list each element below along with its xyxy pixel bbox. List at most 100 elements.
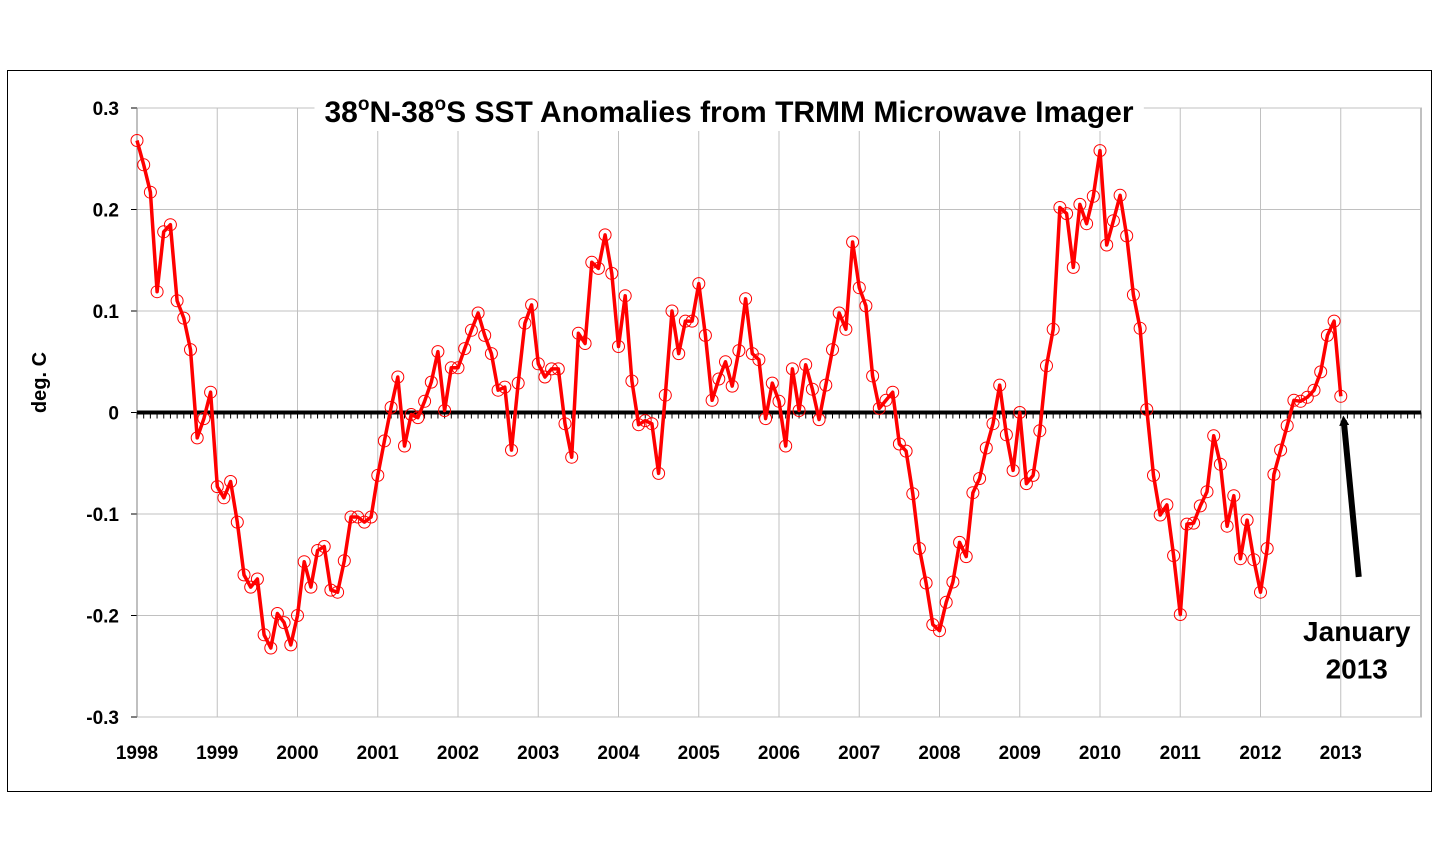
y-axis-label: deg. C (29, 352, 51, 413)
data-point (939, 595, 953, 609)
data-point (143, 185, 157, 199)
data-point (163, 218, 177, 232)
data-point (1040, 359, 1053, 373)
data-point (344, 510, 358, 524)
data-point (1314, 365, 1328, 379)
data-point (1026, 468, 1040, 482)
data-point (525, 298, 539, 312)
data-point (210, 480, 224, 494)
x-tick-label: 2012 (1239, 743, 1281, 764)
data-point (705, 393, 719, 407)
data-point (1006, 463, 1020, 477)
data-point (150, 285, 164, 299)
data-point (1287, 393, 1301, 407)
data-point (184, 343, 197, 357)
data-point (331, 585, 345, 599)
data-point (1260, 542, 1274, 555)
x-tick-label: 2003 (517, 743, 559, 764)
data-point (230, 515, 244, 529)
x-tick-label: 2000 (276, 743, 318, 764)
x-tick-label: 2005 (678, 743, 721, 764)
data-point (986, 417, 1000, 431)
data-point (571, 326, 585, 340)
data-point (1120, 229, 1134, 243)
data-point (424, 375, 438, 389)
annotation-label-line-2: 2013 (1326, 653, 1388, 684)
x-tick-label: 2008 (918, 743, 960, 764)
x-tick-label: 2002 (437, 743, 479, 764)
data-point (725, 379, 739, 393)
data-point (1247, 553, 1261, 567)
data-point (551, 362, 565, 376)
data-point (1254, 585, 1267, 599)
data-point (1233, 552, 1247, 566)
data-point (1307, 383, 1321, 397)
data-point (1193, 499, 1207, 513)
data-point (605, 266, 619, 280)
data-point (672, 347, 686, 361)
data-point (993, 378, 1007, 392)
sst-anomaly-chart: 0.3 0.2 0.1 0 -0.1 -0.2 -0.3 1998 1999 2000 2001 20… (29, 92, 1422, 764)
data-point (364, 510, 378, 524)
data-point (1140, 403, 1154, 416)
data-point (377, 434, 391, 448)
data-point (244, 580, 258, 594)
data-point (685, 314, 699, 328)
data-point (852, 281, 866, 295)
y-tick-label: 0.2 (93, 201, 119, 222)
x-tick-label: 1999 (196, 743, 238, 764)
data-point (1126, 288, 1140, 302)
data-point (237, 568, 251, 582)
data-point (919, 576, 933, 590)
data-point (1267, 467, 1281, 481)
data-point (1153, 508, 1167, 522)
data-point (451, 361, 465, 375)
data-point (953, 535, 967, 549)
data-point (297, 555, 311, 569)
data-point (1240, 513, 1254, 527)
data-point (1160, 498, 1174, 512)
y-tick-label: -0.1 (86, 505, 119, 526)
y-tick-label: -0.2 (86, 607, 119, 628)
data-point (1200, 485, 1214, 499)
data-point (886, 385, 900, 399)
data-point (578, 337, 592, 350)
data-point (1294, 394, 1308, 408)
data-point (438, 404, 452, 417)
data-point (224, 475, 238, 488)
data-point (698, 328, 712, 342)
data-point (906, 487, 920, 501)
data-point (1300, 390, 1314, 404)
data-point (899, 444, 913, 458)
data-point (1046, 322, 1060, 336)
data-point (772, 394, 786, 408)
data-point (444, 361, 458, 375)
data-point (819, 378, 833, 392)
data-point (712, 372, 726, 386)
data-point (1013, 406, 1027, 419)
data-point (618, 289, 632, 303)
data-point (1060, 207, 1074, 221)
data-point (765, 376, 779, 390)
data-point (1334, 389, 1348, 403)
data-point (257, 628, 271, 642)
data-point (645, 417, 659, 431)
data-point (1100, 238, 1114, 252)
x-tick-label: 2004 (597, 743, 640, 764)
chart-title-background (314, 92, 1144, 131)
data-point (1080, 217, 1094, 231)
data-point (591, 261, 605, 275)
data-point (491, 383, 505, 397)
data-point (371, 468, 385, 482)
data-point (665, 304, 679, 318)
data-point (933, 624, 946, 638)
data-point (1133, 321, 1147, 335)
y-tick-label: 0 (108, 404, 119, 425)
data-point (317, 540, 331, 553)
data-point (558, 417, 572, 431)
data-point (1327, 314, 1341, 328)
data-point (625, 374, 639, 388)
data-point (1066, 260, 1080, 274)
data-point (1033, 424, 1047, 438)
data-point (652, 466, 666, 480)
